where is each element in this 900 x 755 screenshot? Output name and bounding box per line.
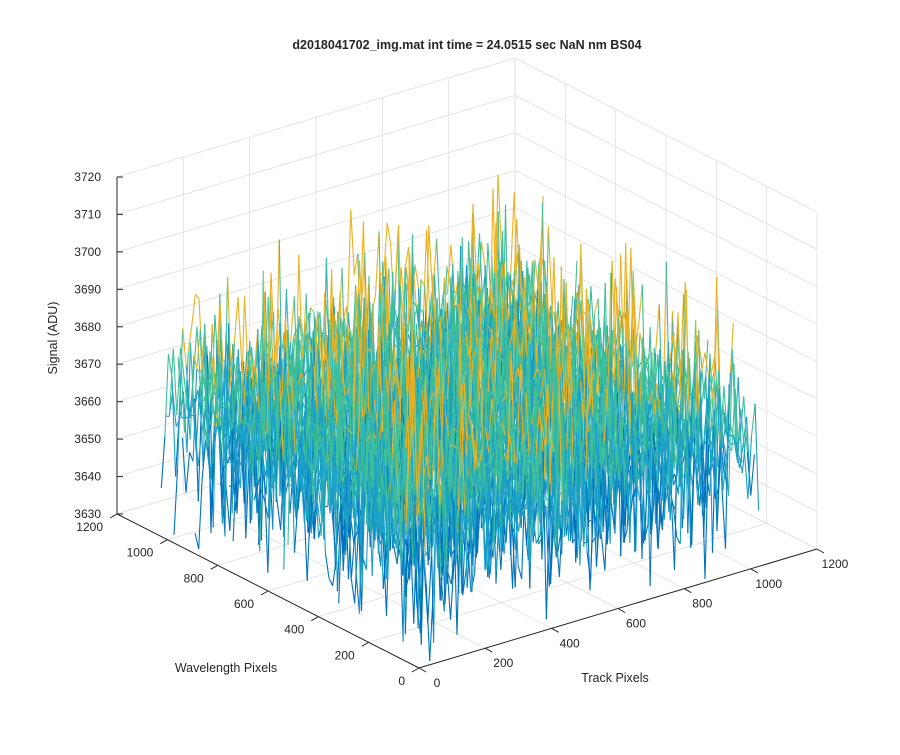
surface-segment (376, 231, 380, 295)
surface-segment (172, 377, 176, 476)
surface-segment (639, 285, 643, 324)
surface-segment (415, 265, 419, 289)
surface-segment (481, 242, 485, 265)
surface-segment (347, 210, 351, 325)
surface-segment (351, 210, 355, 275)
surface-segment (429, 226, 433, 289)
surface-segment (421, 280, 425, 286)
surface-segment (195, 294, 199, 299)
surface-segment (195, 533, 199, 549)
surface-segment (311, 308, 315, 313)
surface-segment (511, 192, 515, 274)
surface-segment (182, 417, 186, 418)
surface-segment (405, 247, 409, 269)
surface-segment (701, 352, 705, 373)
surface-segment (333, 561, 337, 586)
surface-data (161, 175, 758, 661)
surface-segment (192, 294, 196, 325)
surface-segment (329, 578, 333, 586)
surface-segment (312, 424, 316, 425)
surface-segment (186, 452, 190, 492)
surface-segment (595, 298, 599, 314)
surface-segment (190, 452, 194, 461)
surface-segment (548, 227, 552, 305)
surface-segment (234, 297, 238, 342)
surface-segment (325, 553, 329, 578)
surface-segment (656, 304, 660, 352)
surface-segment (226, 490, 230, 531)
surface-segment (387, 223, 391, 245)
surface-segment (277, 500, 281, 530)
surface-segment (228, 462, 232, 463)
surface-segment (174, 470, 178, 535)
surface-segment (363, 558, 367, 570)
surface-segment (354, 254, 358, 275)
surface-segment (356, 573, 360, 614)
